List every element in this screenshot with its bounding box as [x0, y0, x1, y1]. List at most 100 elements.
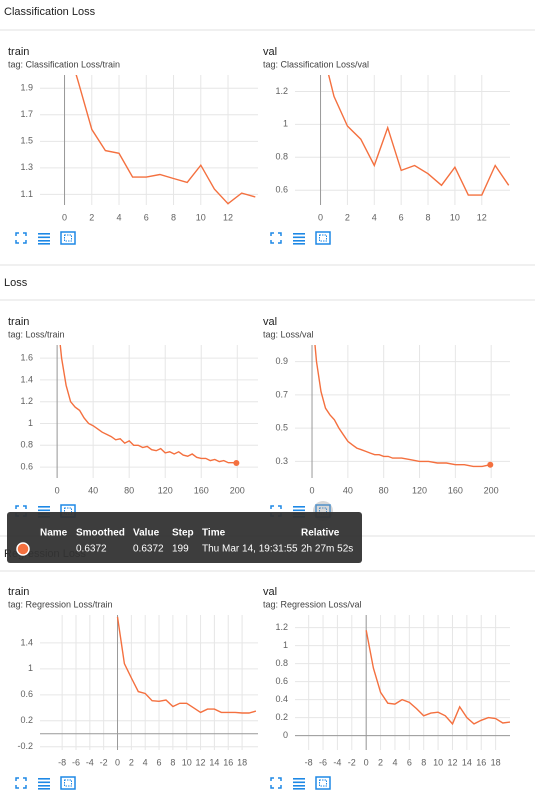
x-tick-label: 160	[194, 485, 209, 495]
icon-shape	[38, 788, 50, 790]
x-tick-label: 12	[223, 212, 233, 222]
x-tick-label: 4	[117, 212, 122, 222]
x-tick-label: -4	[333, 757, 341, 767]
icon-shape	[60, 776, 76, 790]
y-tick-label: 0.7	[275, 389, 288, 399]
loss-line	[314, 345, 491, 468]
icon-shape	[15, 232, 27, 244]
run-name: train	[8, 46, 29, 58]
y-tick-label: 1.4	[20, 637, 33, 647]
x-tick-label: 200	[484, 485, 499, 495]
y-tick-label: 1.6	[20, 352, 33, 362]
icon-shape	[270, 505, 282, 517]
tooltip-header: Step	[172, 528, 194, 539]
x-tick-label: 8	[426, 212, 431, 222]
x-tick-label: 10	[433, 757, 443, 767]
tag-label: tag: Classification Loss/val	[263, 59, 369, 69]
x-tick-label: 4	[372, 212, 377, 222]
x-tick-label: 12	[196, 757, 206, 767]
tooltip-cell: Thu Mar 14, 19:31:55	[202, 544, 298, 555]
x-tick-label: 200	[230, 485, 245, 495]
log-scale-icon[interactable]	[38, 778, 50, 790]
x-tick-label: 8	[171, 212, 176, 222]
icon-shape	[293, 778, 305, 780]
icon-shape	[315, 776, 331, 790]
icon-shape	[293, 240, 305, 242]
icon-shape	[293, 781, 305, 784]
x-tick-label: -4	[86, 757, 94, 767]
fit-domain-icon[interactable]	[60, 231, 76, 245]
icon-shape	[270, 232, 282, 244]
fullscreen-icon[interactable]	[270, 232, 282, 244]
fullscreen-icon[interactable]	[15, 777, 27, 789]
loss-line	[116, 616, 257, 714]
y-tick-label: 0.2	[20, 715, 33, 725]
loss-line	[327, 75, 510, 196]
tag-label: tag: Classification Loss/train	[8, 59, 120, 69]
icon-shape	[293, 506, 305, 508]
run-name: val	[263, 46, 277, 58]
x-tick-label: 6	[407, 757, 412, 767]
x-tick-label: 16	[476, 757, 486, 767]
x-tick-label: 80	[124, 485, 134, 495]
icon-shape	[270, 777, 282, 789]
y-tick-label: 1.3	[20, 162, 33, 172]
section-title: Loss	[4, 277, 28, 289]
tooltip-header: Relative	[301, 528, 340, 539]
icon-shape	[38, 785, 50, 787]
y-tick-label: 0.6	[20, 461, 33, 471]
fullscreen-icon[interactable]	[270, 777, 282, 789]
icon-shape	[293, 243, 305, 245]
fit-domain-icon[interactable]	[315, 231, 331, 245]
y-tick-label: 0.8	[275, 658, 288, 668]
x-tick-label: 4	[392, 757, 397, 767]
x-tick-label: 18	[491, 757, 501, 767]
log-scale-icon[interactable]	[38, 233, 50, 245]
y-tick-label: 0.4	[275, 694, 288, 704]
run-name: train	[8, 586, 29, 598]
icon-shape	[293, 509, 305, 512]
x-tick-label: -2	[348, 757, 356, 767]
icon-shape	[38, 778, 50, 780]
x-tick-label: 0	[55, 485, 60, 495]
x-tick-label: 10	[450, 212, 460, 222]
y-tick-label: 0.5	[275, 423, 288, 433]
fit-domain-icon[interactable]	[315, 776, 331, 790]
tooltip-header: Value	[133, 528, 160, 539]
icon-shape	[38, 509, 50, 512]
y-tick-label: 0.6	[275, 676, 288, 686]
y-tick-label: 0.8	[275, 152, 288, 162]
tooltip: Name Smoothed Value Step Time Relative 0…	[7, 512, 362, 563]
fullscreen-icon[interactable]	[15, 505, 27, 517]
run-swatch	[16, 542, 30, 556]
y-tick-label: 0.3	[275, 456, 288, 466]
x-tick-label: 0	[364, 757, 369, 767]
x-tick-label: 10	[182, 757, 192, 767]
y-tick-label: -0.2	[17, 741, 33, 751]
icon-shape	[293, 236, 305, 239]
log-scale-icon[interactable]	[293, 778, 305, 790]
fullscreen-icon[interactable]	[270, 505, 282, 517]
y-tick-label: 1.9	[20, 83, 33, 93]
y-tick-label: 0.8	[20, 440, 33, 450]
fit-domain-icon[interactable]	[60, 776, 76, 790]
run-name: train	[8, 316, 29, 328]
y-tick-label: 1	[28, 663, 33, 673]
x-tick-label: -8	[58, 757, 66, 767]
fullscreen-icon[interactable]	[15, 232, 27, 244]
x-tick-label: -2	[100, 757, 108, 767]
icon-shape	[38, 240, 50, 242]
y-tick-label: 0.6	[20, 689, 33, 699]
x-tick-label: -6	[319, 757, 327, 767]
icon-shape	[38, 506, 50, 508]
y-tick-label: 1	[283, 640, 288, 650]
last-point	[487, 461, 494, 468]
x-tick-label: 0	[62, 212, 67, 222]
loss-line	[75, 75, 256, 205]
icon-shape	[64, 779, 72, 787]
log-scale-icon[interactable]	[293, 233, 305, 245]
x-tick-label: 80	[379, 485, 389, 495]
